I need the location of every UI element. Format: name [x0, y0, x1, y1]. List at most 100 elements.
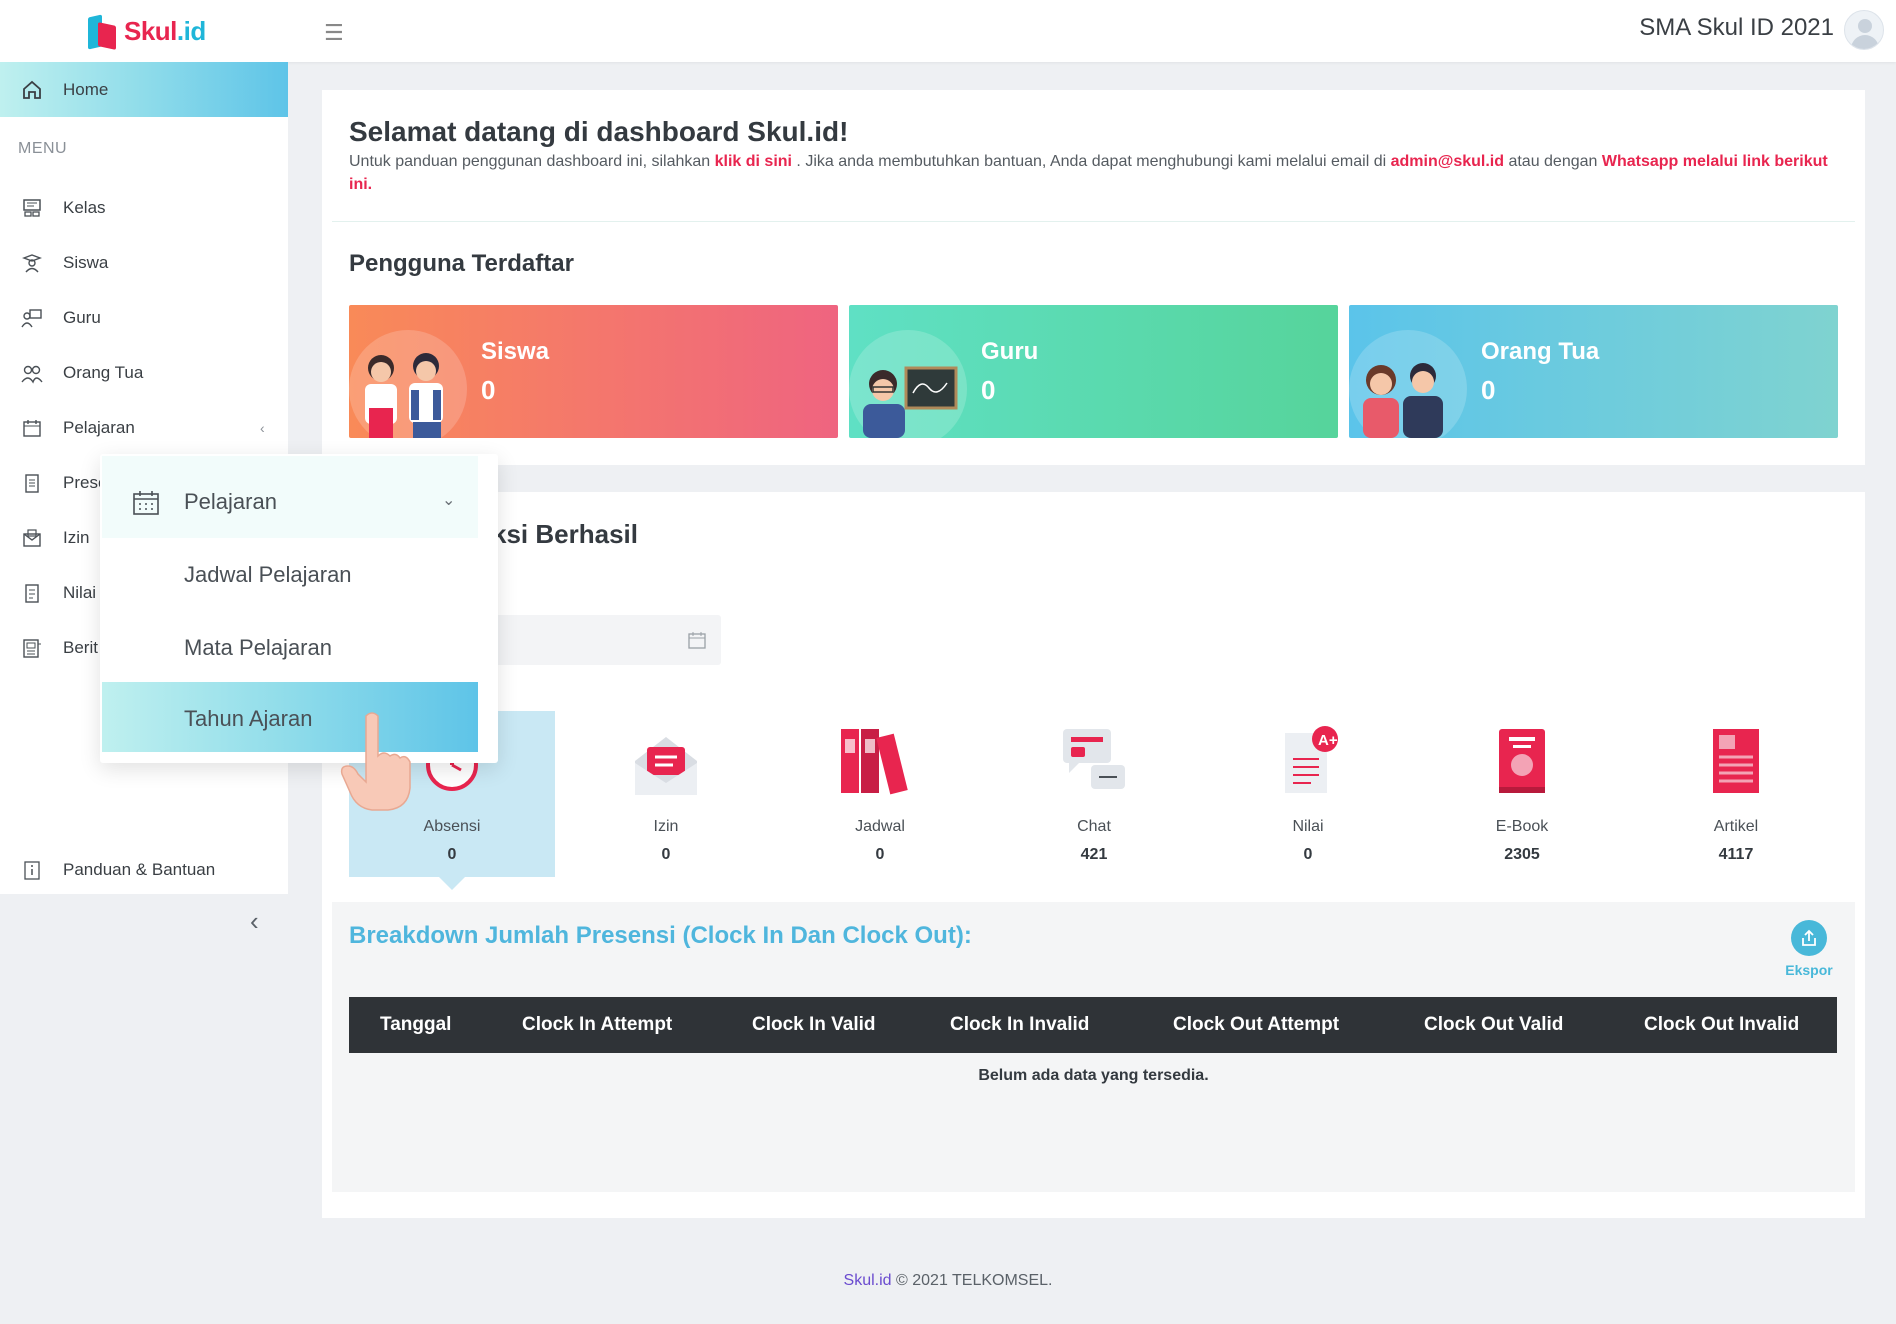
parents-icon: [20, 361, 44, 385]
stat-card-guru[interactable]: Guru 0: [849, 305, 1338, 438]
column-header[interactable]: Clock Out Invalid: [1644, 1014, 1800, 1035]
stat-card-siswa[interactable]: Siswa 0: [349, 305, 838, 438]
sidebar-item-pelajaran[interactable]: Pelajaran ‹: [0, 406, 288, 450]
email-link[interactable]: admin@skul.id: [1390, 153, 1504, 170]
table-header: Tanggal Clock In Attempt Clock In Valid …: [349, 997, 1837, 1053]
sidebar-item-nilai[interactable]: Nilai: [0, 571, 288, 615]
submenu-item-label: Jadwal Pelajaran: [184, 562, 352, 587]
sidebar-item-label: Nilai: [63, 583, 97, 602]
export-label: Ekspor: [1785, 962, 1833, 978]
column-header[interactable]: Clock In Valid: [752, 1014, 876, 1035]
sidebar-item-presensi[interactable]: Prese: [0, 461, 288, 505]
submenu-item-mata-pelajaran[interactable]: Mata Pelajaran: [102, 611, 478, 681]
sidebar-item-label: Siswa: [63, 253, 109, 272]
tile-jadwal[interactable]: Jadwal 0: [777, 711, 983, 877]
column-header[interactable]: Clock In Attempt: [522, 1014, 673, 1035]
top-bar: Skul.id ☰ SMA Skul ID 2021: [0, 0, 1896, 62]
student-icon: [20, 251, 44, 275]
svg-text:A+: A+: [1318, 732, 1338, 749]
tile-chat[interactable]: Chat 421: [991, 711, 1197, 877]
tile-value: 0: [875, 846, 885, 863]
tile-ebook[interactable]: E-Book 2305: [1419, 711, 1625, 877]
chevron-left-icon: ‹: [260, 420, 265, 436]
submenu-header[interactable]: Pelajaran ⌄: [102, 456, 478, 538]
school-name: SMA Skul ID 2021: [1639, 14, 1834, 41]
user-avatar[interactable]: [1844, 10, 1884, 50]
submenu-item-jadwal-pelajaran[interactable]: Jadwal Pelajaran: [102, 538, 478, 608]
tile-value: 4117: [1718, 846, 1754, 863]
sidebar-item-home[interactable]: Home: [0, 62, 288, 117]
whatsapp-link[interactable]: Whatsapp melalui link berikut ini.: [349, 153, 1828, 193]
tile-label: Nilai: [1292, 818, 1324, 835]
sidebar-item-guru[interactable]: Guru: [0, 296, 288, 340]
logo-text: Skul.id: [124, 15, 206, 46]
sidebar-item-siswa[interactable]: Siswa: [0, 241, 288, 285]
export-button[interactable]: Ekspor: [1779, 920, 1839, 978]
chevron-down-icon: ⌄: [442, 492, 456, 509]
tile-nilai[interactable]: A+ Nilai 0: [1205, 711, 1411, 877]
stat-value: 0: [1481, 375, 1496, 405]
chat-bubbles-icon: [1061, 725, 1127, 797]
submenu-item-tahun-ajaran[interactable]: Tahun Ajaran: [102, 682, 478, 752]
sidebar-item-help[interactable]: Panduan & Bantuan: [0, 848, 288, 892]
teacher-icon: [20, 306, 44, 330]
breakdown-panel: Breakdown Jumlah Presensi (Clock In Dan …: [332, 902, 1855, 1192]
transactions-card: ksi Berhasil Absensi 0 Izin 0 Jadwal 0 C…: [322, 492, 1865, 1218]
sidebar-item-berita[interactable]: Berit: [0, 626, 288, 670]
submenu-item-label: Mata Pelajaran: [184, 635, 332, 660]
stat-label: Guru: [981, 338, 1039, 365]
tile-value: 421: [1080, 846, 1108, 863]
active-tile-caret: [439, 877, 465, 890]
tile-value: 2305: [1504, 846, 1540, 863]
tile-label: Absensi: [423, 818, 481, 835]
collapse-sidebar-icon[interactable]: ‹: [250, 906, 259, 936]
sidebar-item-label: Orang Tua: [63, 363, 144, 382]
parents-illustration-icon: [1363, 363, 1443, 438]
sidebar-item-izin[interactable]: Izin: [0, 516, 288, 560]
stat-value: 0: [981, 375, 996, 405]
article-icon: [1703, 725, 1769, 797]
column-header[interactable]: Tanggal: [380, 1014, 452, 1035]
envelope-icon: [20, 526, 44, 550]
tile-value: 0: [1303, 846, 1313, 863]
sidebar-item-orang-tua[interactable]: Orang Tua: [0, 351, 288, 395]
welcome-title: Selamat datang di dashboard Skul.id!: [349, 116, 849, 147]
tile-value: 0: [447, 846, 457, 863]
stat-card-orang-tua[interactable]: Orang Tua 0: [1349, 305, 1838, 438]
sidebar-item-label: Prese: [63, 473, 108, 492]
ebook-icon: [1489, 725, 1555, 797]
tile-artikel[interactable]: Artikel 4117: [1633, 711, 1839, 877]
column-header[interactable]: Clock Out Attempt: [1173, 1014, 1340, 1035]
hamburger-menu-icon[interactable]: ☰: [324, 20, 344, 45]
binders-icon: [839, 725, 908, 797]
news-icon: [20, 636, 44, 660]
calendar-icon: [132, 490, 160, 521]
tile-izin[interactable]: Izin 0: [563, 711, 769, 877]
sidebar-item-label: Pelajaran: [63, 418, 135, 437]
tile-label: Izin: [653, 818, 679, 835]
column-header[interactable]: Clock Out Valid: [1424, 1014, 1564, 1035]
submenu-item-label: Tahun Ajaran: [184, 706, 313, 731]
column-header[interactable]: Clock In Invalid: [950, 1014, 1090, 1035]
grade-paper-icon: A+: [1275, 725, 1341, 797]
sidebar-item-label: Home: [63, 79, 109, 99]
sidebar-item-label: Guru: [63, 308, 101, 327]
upload-icon: [1791, 920, 1827, 956]
skul-logo[interactable]: Skul.id: [88, 10, 206, 52]
divider: [332, 221, 1855, 222]
sidebar-item-label: Izin: [63, 528, 90, 547]
guide-link[interactable]: klik di sini: [714, 153, 792, 170]
sidebar-item-kelas[interactable]: Kelas: [0, 186, 288, 230]
menu-heading: MENU: [18, 140, 68, 157]
calendar-icon: [20, 416, 44, 440]
footer-brand-link[interactable]: Skul.id: [843, 1272, 892, 1289]
calendar-icon: [687, 630, 707, 655]
stat-label: Siswa: [481, 338, 550, 365]
tile-label: Jadwal: [855, 818, 905, 835]
teacher-illustration-icon: [863, 366, 958, 438]
tile-label: Artikel: [1713, 818, 1759, 835]
footer: Skul.id © 2021 TELKOMSEL.: [843, 1272, 1053, 1289]
registered-users-title: Pengguna Terdaftar: [349, 250, 574, 277]
sidebar-item-label: Panduan & Bantuan: [63, 860, 216, 879]
transactions-title: ksi Berhasil: [492, 519, 638, 549]
